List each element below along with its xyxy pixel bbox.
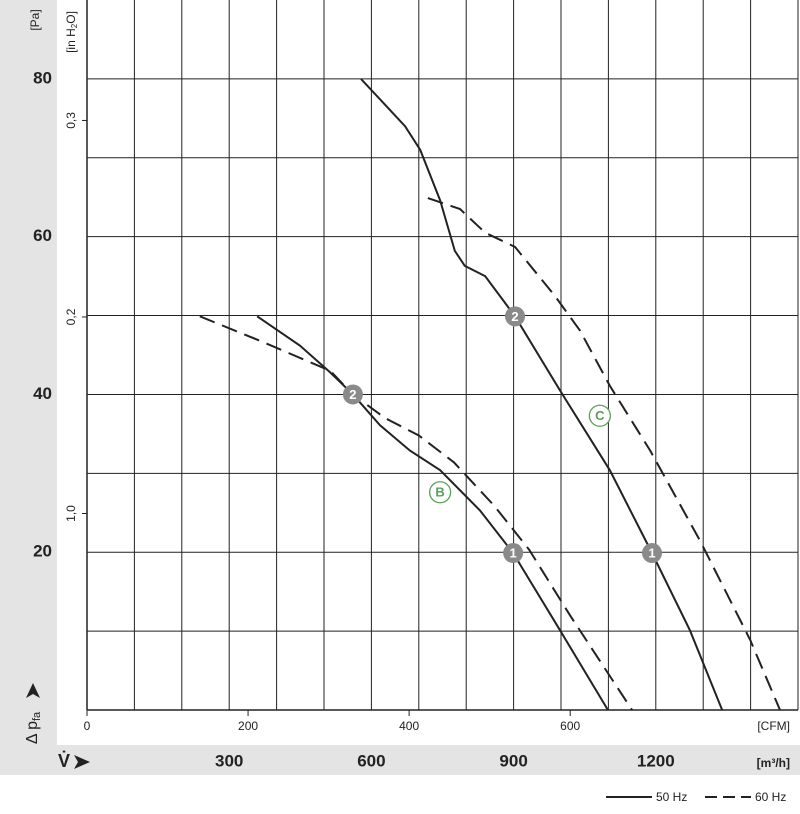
x-arrow [74, 755, 90, 769]
x-unit: [m³/h] [757, 756, 790, 770]
curve-label-badge [588, 404, 612, 427]
y-unit: [Pa] [28, 9, 42, 30]
x2-tick-label: 200 [238, 719, 258, 733]
x2-tick-label: 600 [560, 719, 580, 733]
y2-unit-sub: 2 [70, 23, 79, 28]
operating-point [503, 543, 524, 564]
legend-label: 50 Hz [656, 790, 687, 804]
x-tick-label: 900 [499, 751, 527, 770]
operating-point-label: 2 [511, 309, 518, 324]
y2-tick-label: 0,3 [64, 112, 78, 129]
curve-label: B [435, 485, 444, 500]
y2-unit-tail: O] [64, 11, 78, 24]
operating-point [642, 543, 663, 564]
y2-tick-label: 0,2 [64, 308, 78, 325]
operating-point-label: 2 [349, 387, 356, 402]
curve-label: C [595, 408, 605, 423]
x2-tick-label: 400 [399, 719, 419, 733]
curve [427, 197, 781, 711]
grid [87, 0, 799, 710]
y-label: Δ pfa [24, 711, 43, 744]
left-band [0, 0, 57, 775]
x2-unit: [CFM] [757, 719, 790, 733]
operating-point-label: 1 [510, 545, 517, 560]
curve [199, 315, 633, 711]
legend-label: 60 Hz [755, 790, 786, 804]
y-subscript: fa [31, 711, 43, 721]
y2-unit: [in H2O] [64, 11, 79, 53]
y2-unit-text: [in H [64, 28, 78, 53]
x2-tick-label: 0 [84, 719, 91, 733]
y-tick-label: 80 [33, 68, 52, 87]
x-tick-label: 300 [215, 751, 243, 770]
operating-point-label: 1 [648, 545, 655, 560]
bottom-band [0, 745, 800, 775]
y-symbol: Δ p [24, 721, 41, 744]
x-tick-label: 600 [357, 751, 385, 770]
x-tick-label: 1200 [637, 751, 675, 770]
y-arrow [26, 683, 40, 698]
y2-tick-label: 1,0 [64, 505, 78, 522]
y-tick-label: 20 [33, 542, 52, 561]
legend: 50 Hz 60 Hz [606, 790, 786, 804]
operating-point [505, 306, 526, 327]
x-symbol: V̇ [58, 750, 70, 771]
y-tick-label: 40 [33, 384, 52, 403]
y-tick-label: 60 [33, 226, 52, 245]
curve-label-badge [428, 481, 452, 504]
operating-point [342, 384, 363, 405]
curve [256, 315, 609, 711]
